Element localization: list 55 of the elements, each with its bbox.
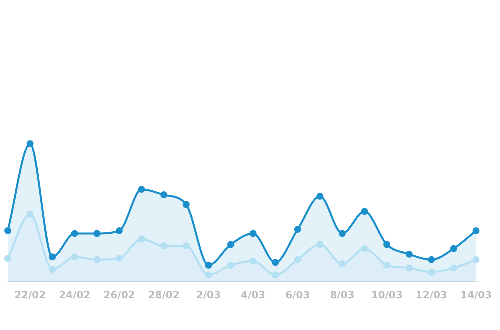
point [4, 227, 12, 234]
point [4, 255, 12, 262]
point [94, 256, 101, 264]
point [227, 241, 234, 248]
point [205, 272, 212, 279]
point [472, 227, 480, 234]
point [316, 192, 324, 200]
point [450, 264, 458, 272]
point [49, 254, 56, 261]
point [138, 186, 146, 194]
x-tick-label: 22/02 [14, 290, 46, 302]
x-tick-label: 6/03 [286, 290, 310, 302]
point [272, 259, 280, 266]
point [116, 227, 123, 234]
point [384, 241, 391, 248]
point [26, 210, 34, 218]
point [250, 258, 257, 265]
point [227, 262, 234, 269]
point [406, 264, 413, 272]
point [338, 260, 346, 268]
point [26, 140, 34, 148]
point [49, 266, 56, 274]
point [94, 230, 101, 238]
point [472, 256, 480, 264]
point [182, 201, 190, 208]
x-tick-label: 2/03 [196, 290, 221, 302]
point [272, 272, 280, 279]
x-tick-label: 26/02 [104, 290, 136, 302]
point [361, 208, 368, 216]
point [71, 254, 78, 261]
point [338, 230, 346, 238]
point [182, 242, 190, 250]
x-tick-label: 12/03 [416, 290, 448, 302]
x-tick-label: 28/02 [148, 290, 180, 302]
point [294, 226, 302, 234]
point [71, 230, 78, 238]
point [138, 236, 146, 243]
point [116, 255, 123, 262]
point [316, 241, 324, 248]
x-tick-label: 10/03 [371, 290, 403, 302]
x-tick-label: 8/03 [330, 290, 355, 302]
point [205, 262, 212, 269]
point [361, 245, 368, 252]
point [160, 192, 168, 199]
point [406, 250, 413, 258]
point [250, 230, 257, 238]
point [450, 245, 458, 252]
point [294, 256, 302, 264]
point [160, 242, 168, 250]
point [428, 256, 436, 264]
point [384, 262, 391, 269]
x-tick-label: 4/03 [241, 290, 266, 302]
point [428, 268, 436, 276]
x-tick-label: 24/02 [59, 290, 91, 302]
x-tick-label: 14/03 [460, 290, 492, 302]
